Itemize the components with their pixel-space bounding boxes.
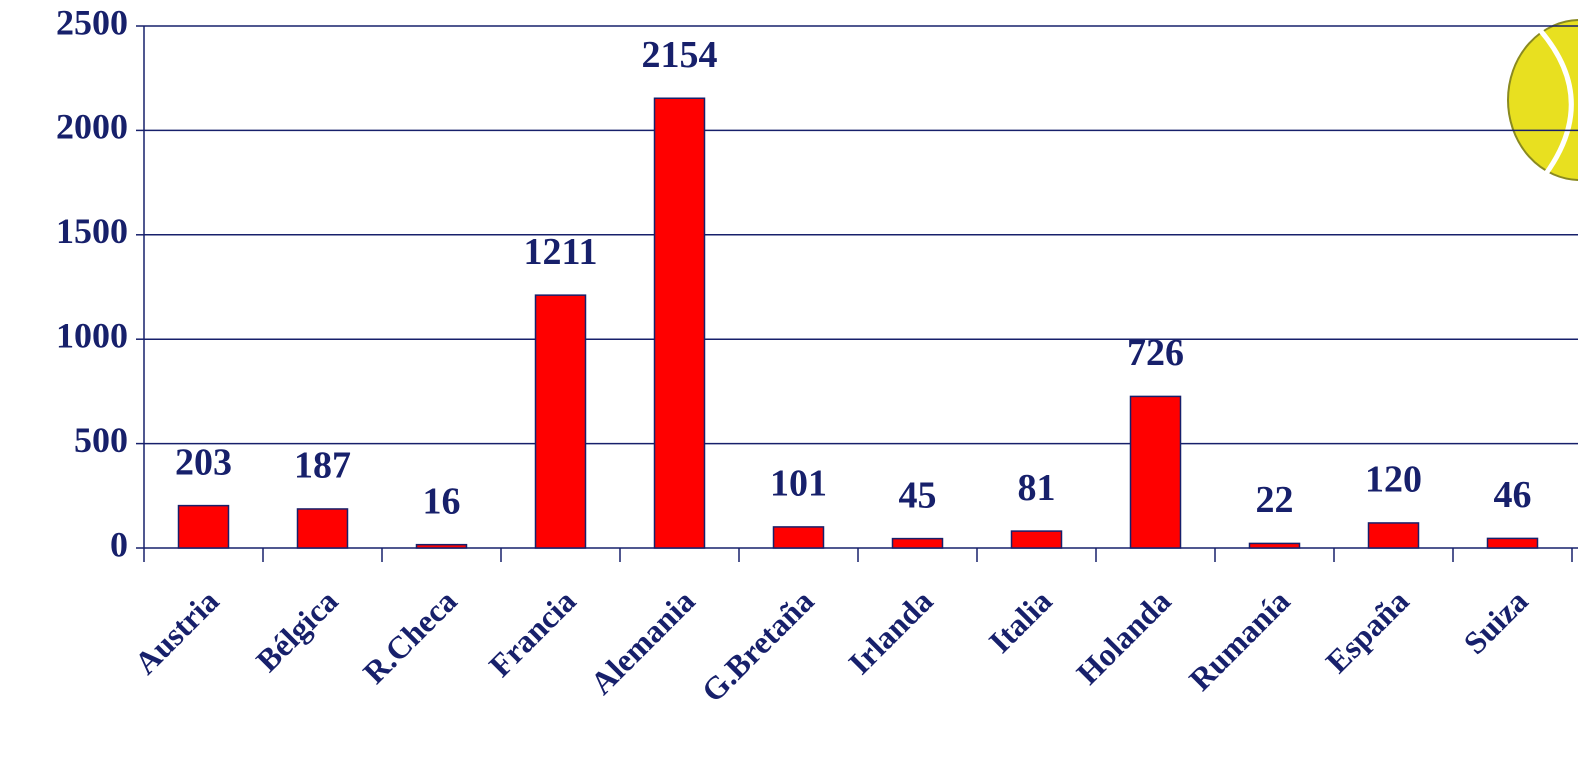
y-tick-label: 500	[74, 420, 128, 460]
y-tick-label: 2000	[56, 107, 128, 147]
bar	[298, 509, 348, 548]
data-label: 726	[1127, 332, 1184, 374]
y-tick-label: 0	[110, 524, 128, 564]
bar	[1488, 538, 1538, 548]
bar	[1369, 523, 1419, 548]
data-label: 120	[1365, 459, 1422, 501]
x-tick-label: Irlanda	[841, 583, 939, 681]
y-tick-label: 1500	[56, 211, 128, 251]
data-label: 203	[175, 441, 232, 483]
x-tick-label: R.Checa	[356, 583, 464, 691]
bar	[1131, 396, 1181, 548]
bar	[893, 539, 943, 548]
bar	[536, 295, 586, 548]
tennis-ball-decoration	[1508, 20, 1578, 180]
x-tick-label: Rumanía	[1182, 583, 1297, 698]
data-label: 22	[1256, 479, 1294, 521]
data-label: 45	[899, 474, 937, 516]
x-tick-label: Alemania	[583, 583, 701, 701]
x-tick-label: España	[1318, 583, 1415, 680]
y-tick-label: 2500	[56, 2, 128, 42]
bar	[417, 545, 467, 548]
x-tick-label: Bélgica	[249, 583, 345, 679]
y-tick-label: 1000	[56, 315, 128, 355]
x-tick-label: Holanda	[1069, 583, 1177, 691]
data-label: 1211	[524, 231, 598, 273]
x-tick-label: Austria	[127, 583, 225, 681]
bar	[1250, 543, 1300, 548]
bar	[179, 506, 229, 548]
x-tick-label: Suiza	[1456, 583, 1534, 661]
bar	[655, 98, 705, 548]
data-label: 2154	[642, 34, 718, 76]
x-tick-label: Francia	[482, 583, 583, 684]
bar	[1012, 531, 1062, 548]
chart: 0 500 1000 1500 2000 2500 Austria 203 Bélgica 187…	[0, 0, 1578, 778]
bar	[774, 527, 824, 548]
page: {"chart_data": {"type": "bar", "categori…	[0, 0, 1578, 778]
x-tick-label: Italia	[982, 583, 1059, 660]
data-label: 187	[294, 445, 351, 487]
data-label: 16	[423, 480, 461, 522]
data-label: 46	[1494, 474, 1532, 516]
x-tick-label: G.Bretaña	[694, 583, 820, 709]
data-label: 101	[770, 463, 827, 505]
data-label: 81	[1018, 467, 1056, 509]
